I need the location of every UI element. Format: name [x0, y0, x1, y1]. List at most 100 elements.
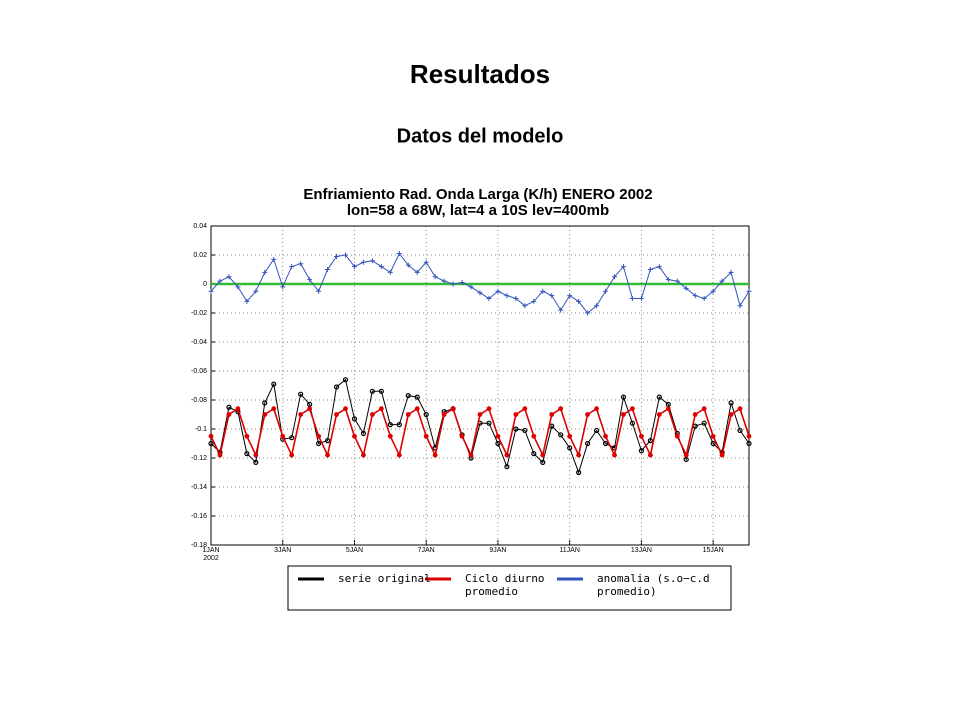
data-point: [683, 452, 689, 458]
data-point: [280, 433, 286, 439]
data-point: [423, 433, 429, 439]
data-point: [334, 253, 340, 259]
y-tick-label: 0.02: [193, 252, 207, 259]
data-point: [208, 440, 214, 447]
data-point: [253, 452, 259, 458]
data-point: [540, 459, 546, 465]
data-point: [647, 438, 653, 444]
y-tick-label: 0.04: [193, 223, 207, 230]
data-point: [558, 406, 564, 412]
data-point: [226, 412, 232, 417]
chart-title: Enfriamiento Rad. Onda Larga (K/h) ENERO…: [303, 186, 652, 203]
data-point: [728, 269, 734, 275]
data-point: [549, 293, 555, 299]
data-point: [719, 452, 725, 458]
data-point: [728, 400, 734, 406]
data-point: [692, 412, 698, 417]
data-point: [208, 433, 214, 439]
data-point: [486, 296, 492, 301]
data-point: [226, 274, 232, 280]
data-point: [576, 452, 582, 458]
data-point: [585, 412, 590, 417]
data-point: [307, 406, 313, 412]
data-point: [468, 452, 474, 458]
x-tick-label: 13JAN: [630, 547, 652, 554]
data-point: [441, 278, 447, 284]
data-point: [558, 307, 564, 313]
data-point: [656, 394, 662, 400]
data-point: [253, 288, 259, 294]
data-point: [396, 251, 402, 257]
data-point: [468, 284, 474, 290]
data-point: [289, 435, 295, 441]
data-point: [307, 277, 313, 283]
data-point: [334, 412, 339, 417]
data-point: [360, 430, 367, 436]
data-point: [746, 440, 752, 447]
data-point: [504, 464, 510, 470]
data-point: [477, 412, 483, 417]
data-point: [513, 426, 519, 432]
data-point: [513, 296, 519, 301]
data-point: [683, 285, 689, 291]
data-point: [737, 303, 743, 309]
data-point: [378, 264, 384, 270]
data-point: [477, 290, 483, 296]
data-point: [298, 391, 304, 397]
data-point: [584, 440, 591, 447]
data-point: [746, 288, 752, 294]
data-point: [504, 452, 510, 458]
data-point: [351, 264, 357, 270]
data-point: [450, 406, 456, 412]
data-point: [316, 288, 322, 294]
data-point: [594, 303, 600, 309]
data-point: [531, 433, 537, 439]
data-point: [531, 451, 537, 457]
data-point: [298, 261, 304, 267]
data-point: [316, 433, 321, 439]
data-point: [361, 452, 366, 458]
data-point: [423, 411, 429, 418]
x-tick-label: 3JAN: [274, 547, 292, 554]
legend-box: [287, 565, 732, 611]
y-tick-label: -0.04: [191, 339, 207, 346]
chart-subtitle: lon=58 a 68W, lat=4 a 10S lev=400mb: [347, 202, 609, 219]
data-point: [647, 267, 653, 272]
data-point: [737, 427, 743, 434]
data-point: [593, 427, 600, 434]
data-point: [674, 433, 680, 439]
y-tick-label: -0.12: [191, 455, 207, 462]
data-point: [701, 420, 707, 426]
data-point: [531, 298, 537, 304]
data-point: [540, 288, 546, 294]
data-point: [576, 469, 582, 476]
data-point: [495, 433, 501, 439]
data-point: [235, 406, 241, 412]
y-tick-label: -0.02: [191, 310, 207, 317]
data-point: [495, 288, 501, 294]
data-point: [665, 277, 671, 283]
data-point: [567, 433, 573, 439]
x-tick-label: 15JAN: [702, 547, 724, 554]
data-point: [352, 433, 357, 439]
x-tick-label: 11JAN: [559, 547, 580, 554]
data-point: [495, 440, 501, 447]
y-tick-label: -0.18: [191, 542, 207, 549]
data-point: [360, 259, 366, 265]
data-point: [647, 452, 653, 458]
data-point: [522, 427, 528, 434]
data-point: [576, 298, 582, 304]
data-point: [405, 393, 411, 399]
data-point: [343, 252, 348, 258]
x-tick-label: 5JAN: [345, 547, 364, 554]
data-point: [522, 406, 528, 412]
data-point: [217, 278, 223, 284]
data-point: [298, 412, 304, 417]
data-point: [369, 388, 375, 394]
data-point: [289, 264, 295, 270]
data-point: [271, 381, 277, 387]
data-point: [638, 448, 645, 454]
legend-label: anomalia (s.o−c.d promedio): [597, 572, 710, 598]
data-point: [351, 416, 358, 422]
